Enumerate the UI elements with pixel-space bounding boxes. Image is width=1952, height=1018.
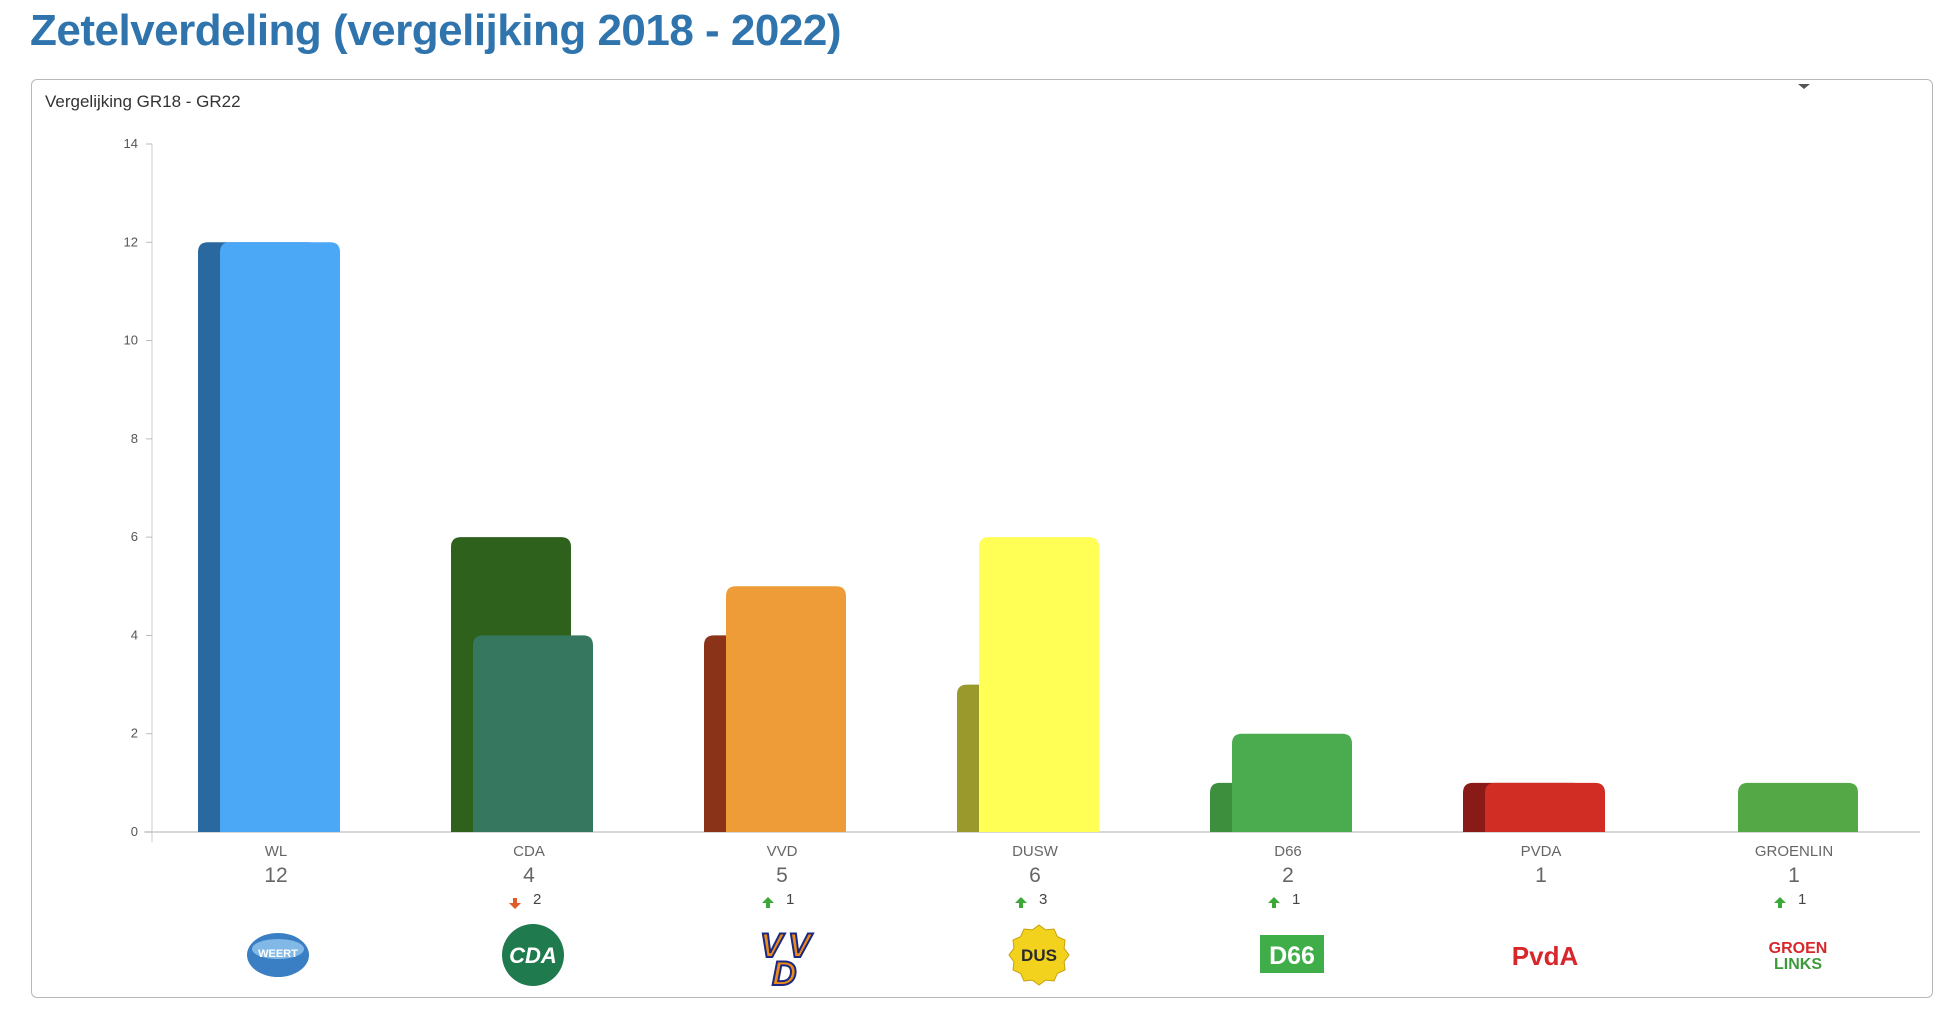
change-label: 1 — [1798, 891, 1806, 908]
weert-lokaal-logo: WEERT — [247, 933, 309, 977]
svg-text:D66: D66 — [1269, 942, 1315, 970]
bar-current-wl[interactable] — [220, 242, 340, 833]
value-label: 1 — [1788, 864, 1800, 887]
category-label: WL — [265, 843, 288, 860]
category-label: CDA — [513, 843, 545, 860]
cda-logo: CDA — [502, 924, 564, 986]
y-tick-label: 0 — [131, 824, 138, 839]
bar-current-vvd[interactable] — [726, 586, 846, 832]
category-labels: WL 12 CDA 4 2 VVD 5 1 DUSW 6 3 D66 2 1 PVDA 1 GROENLIN 1 1 — [264, 843, 1833, 909]
d66-logo: D66 — [1260, 935, 1324, 973]
svg-text:PvdA: PvdA — [1512, 941, 1579, 971]
arrow-up-icon — [1268, 897, 1280, 908]
value-label: 12 — [264, 864, 287, 887]
change-label: 1 — [1292, 891, 1300, 908]
y-tick-label: 4 — [131, 627, 138, 642]
svg-text:CDA: CDA — [509, 943, 557, 968]
bars-current — [220, 242, 1858, 833]
value-label: 2 — [1282, 864, 1294, 887]
pvda-logo: PvdA — [1512, 941, 1579, 971]
bars-previous — [198, 242, 1583, 833]
change-label: 3 — [1039, 891, 1047, 908]
value-label: 4 — [523, 864, 535, 887]
category-label: GROENLIN — [1755, 843, 1833, 860]
value-label: 1 — [1535, 864, 1547, 887]
y-tick-label: 2 — [131, 726, 138, 741]
chart-menu-icon[interactable] — [1795, 84, 1813, 90]
bar-current-pvda[interactable] — [1485, 782, 1605, 832]
value-label: 5 — [776, 864, 788, 887]
bar-current-dusw[interactable] — [979, 537, 1099, 832]
svg-text:GROEN: GROEN — [1769, 940, 1828, 957]
y-tick-label: 12 — [124, 234, 138, 249]
dus-logo: DUS — [1008, 924, 1070, 986]
svg-text:DUS: DUS — [1021, 946, 1057, 965]
category-label: D66 — [1274, 843, 1302, 860]
svg-text:D: D — [772, 955, 797, 993]
category-label: DUSW — [1012, 843, 1059, 860]
bar-current-cda[interactable] — [473, 635, 593, 832]
bar-current-d66[interactable] — [1232, 733, 1352, 832]
arrow-down-icon — [509, 898, 521, 909]
y-tick-label: 10 — [124, 333, 138, 348]
y-tick-label: 8 — [131, 431, 138, 446]
y-tick-label: 6 — [131, 529, 138, 544]
bar-current-groenlin[interactable] — [1738, 782, 1858, 832]
change-label: 1 — [786, 891, 794, 908]
change-label: 2 — [533, 891, 541, 908]
arrow-up-icon — [762, 897, 774, 908]
chart-title: Vergelijking GR18 - GR22 — [45, 92, 241, 111]
arrow-up-icon — [1015, 897, 1027, 908]
category-label: VVD — [767, 843, 798, 860]
svg-text:WEERT: WEERT — [258, 948, 298, 960]
y-tick-label: 14 — [124, 136, 138, 151]
vvd-logo: V VD — [759, 926, 815, 994]
svg-text:V: V — [760, 927, 786, 965]
svg-text:LINKS: LINKS — [1774, 956, 1822, 973]
arrow-up-icon — [1774, 897, 1786, 908]
page-title: Zetelverdeling (vergelijking 2018 - 2022… — [30, 6, 841, 55]
category-label: PVDA — [1521, 843, 1562, 860]
value-label: 6 — [1029, 864, 1041, 887]
chart-card — [31, 79, 1933, 998]
svg-text:V: V — [788, 927, 814, 965]
